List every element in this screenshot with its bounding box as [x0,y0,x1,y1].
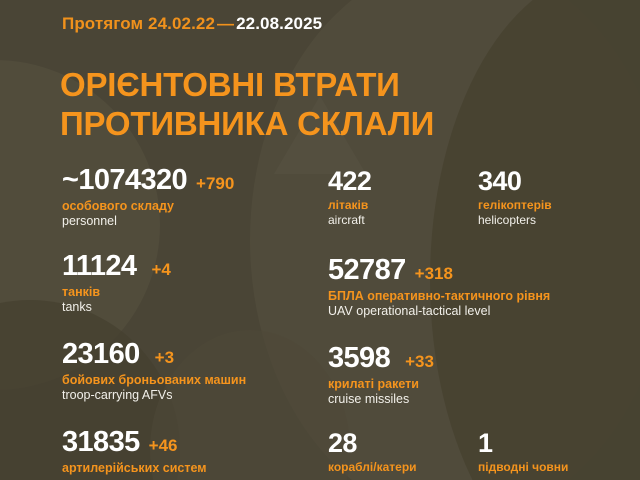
stat-personnel-top: ~1074320 +790 [62,166,234,195]
stat-afv-label-ua: бойових броньованих машин [62,373,247,387]
stat-uav-label-en: UAV operational-tactical level [328,304,491,319]
stat-submarines-label-ua: підводні човни [478,460,569,474]
stat-uav-delta: +318 [414,264,453,283]
stat-artillery-label-ua: артилерійських систем [62,461,207,475]
stat-afv-delta: +3 [154,348,175,367]
stat-aircraft: 422 літаків aircraft [328,168,380,228]
stat-helicopters-label-en: helicopters [478,212,537,227]
stat-submarines: 1 підводні човни [478,430,568,476]
stat-afv-label-en: troop-carrying AFVs [62,388,173,403]
stat-submarines-value: 1 [478,428,493,458]
stat-aircraft-label-en: aircraft [328,212,365,227]
stat-tanks-top: 11124 +4 [62,252,171,281]
stat-helicopters-value: 340 [478,166,522,196]
stat-artillery-top: 31835 +46 [62,428,207,457]
stat-personnel-value: ~1074320 [62,164,188,196]
stat-cruise-missiles-label-ua: крилаті ракети [328,377,419,391]
stat-uav: 52787 +318 БПЛА оперативно-тактичного рі… [328,256,550,319]
stat-tanks-label-en: tanks [62,300,92,315]
stat-aircraft-label-ua: літаків [328,198,369,212]
stat-ships-top: 28 [328,430,417,457]
period-start-label: Протягом 24.02.22 [62,14,215,33]
stat-aircraft-value: 422 [328,166,372,196]
stat-aircraft-top: 422 [328,168,380,195]
stat-cruise-missiles: 3598 +33 крилаті ракети cruise missiles [328,344,434,407]
stat-ships-value: 28 [328,428,357,458]
stat-uav-label-ua: БПЛА оперативно-тактичного рівня [328,289,551,303]
stat-personnel-label-ua: особового складу [62,199,175,213]
stat-afv-top: 23160 +3 [62,340,246,369]
stat-uav-value: 52787 [328,254,406,286]
stat-personnel: ~1074320 +790 особового складу personnel [62,166,234,229]
stat-helicopters-top: 340 [478,168,552,195]
stat-uav-top: 52787 +318 [328,256,550,285]
stat-cruise-missiles-label-en: cruise missiles [328,392,410,407]
stat-cruise-missiles-value: 3598 [328,342,391,374]
stat-cruise-missiles-delta: +33 [405,352,434,371]
stat-ships-label-ua: кораблі/катери [328,460,417,474]
stat-ships: 28 кораблі/катери [328,430,417,476]
date-range-dash: — [217,14,235,33]
stat-personnel-label-en: personnel [62,214,117,229]
stat-helicopters-label-ua: гелікоптерів [478,198,552,212]
stat-artillery: 31835 +46 артилерійських систем [62,428,207,476]
stat-helicopters: 340 гелікоптерів helicopters [478,168,552,228]
stat-artillery-delta: +46 [148,436,178,455]
stat-tanks-label-ua: танків [62,285,101,299]
stat-cruise-missiles-top: 3598 +33 [328,344,434,373]
stat-tanks: 11124 +4 танків tanks [62,252,171,315]
stat-personnel-delta: +790 [196,174,235,193]
stat-artillery-value: 31835 [62,426,140,458]
stat-submarines-top: 1 [478,430,568,457]
stat-afv-value: 23160 [62,338,140,370]
stat-tanks-value: 11124 [62,250,137,282]
stat-tanks-delta: +4 [151,260,171,279]
stat-afv: 23160 +3 бойових броньованих машин troop… [62,340,246,403]
